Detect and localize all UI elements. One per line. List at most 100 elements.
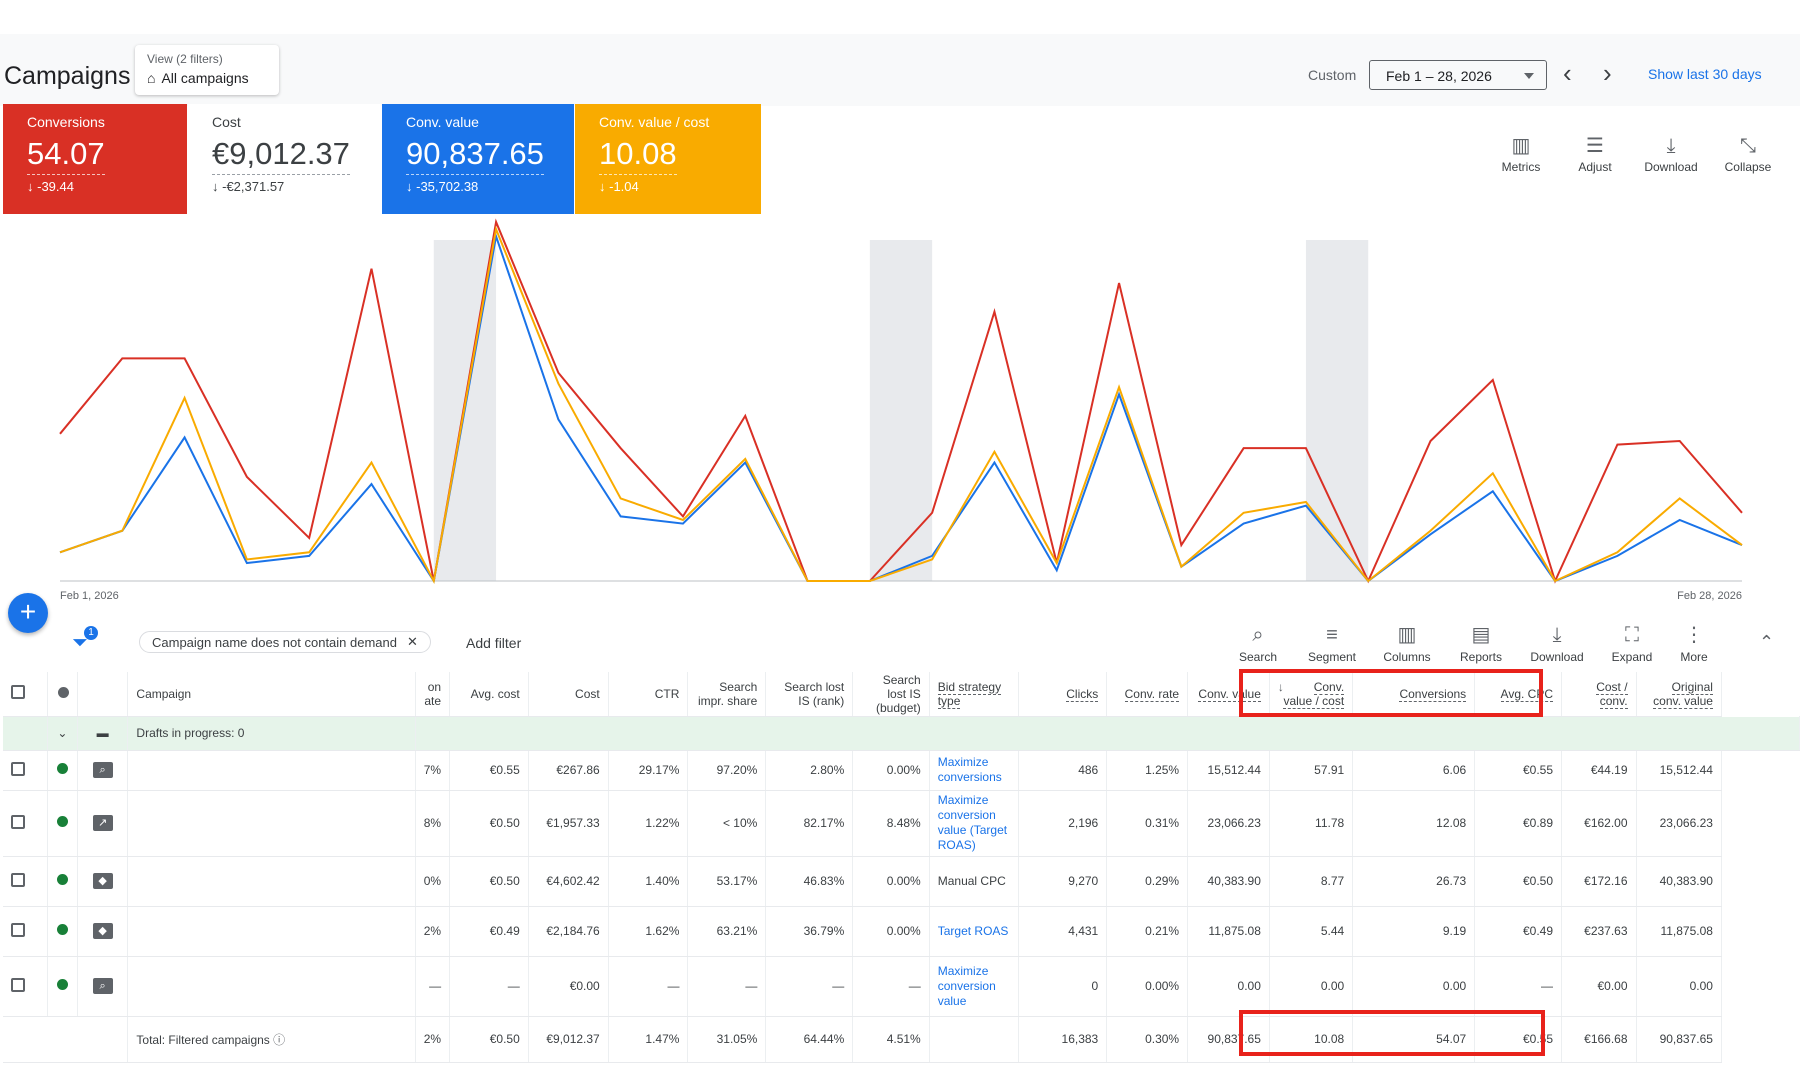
chevron-left-icon[interactable]: ‹	[1563, 58, 1572, 88]
table-cell: €4,602.42	[528, 856, 609, 907]
header-conversions[interactable]: Conversions	[1352, 672, 1476, 717]
table-download-button[interactable]: ⤓ Download	[1519, 624, 1595, 664]
header-avg-cost[interactable]: Avg. cost	[449, 672, 529, 717]
tool-label: Download	[1530, 650, 1584, 664]
table-row[interactable]: ◆ 2% €0.49 €2,184.76 1.62% 63.21% 36.79% 0.00% T…	[3, 906, 1800, 957]
drafts-row[interactable]: ⌄ ▬ Drafts in progress: 0	[3, 716, 1800, 751]
chevron-right-icon[interactable]: ›	[1603, 58, 1612, 88]
table-cell: 0.29%	[1106, 856, 1189, 907]
header-search-impr-share[interactable]: Search impr. share	[687, 672, 767, 717]
metric-label: Conv. value	[406, 114, 479, 130]
header-ctr[interactable]: CTR	[608, 672, 689, 717]
table-cell: 2.80%	[765, 750, 854, 791]
header-search-lost-budget[interactable]: Search lost IS (budget)	[852, 672, 930, 717]
chevron-up-icon[interactable]: ⌃	[1759, 632, 1775, 652]
add-campaign-button[interactable]: +	[8, 593, 48, 633]
metric-delta: -1.04	[609, 179, 639, 194]
columns-button[interactable]: ▥ Columns	[1369, 624, 1445, 664]
campaign-name-cell[interactable]	[127, 750, 416, 791]
header-label: Conv. value	[1198, 686, 1261, 702]
header-campaign[interactable]: Campaign	[127, 672, 416, 717]
metric-delta: -€2,371.57	[222, 179, 285, 194]
segment-button[interactable]: ≡ Segment	[1294, 624, 1370, 664]
table-cell: 11,875.08	[1636, 906, 1722, 957]
chart-download-button[interactable]: ⤓ Download	[1638, 134, 1704, 174]
table-cell: 82.17%	[765, 790, 854, 857]
reports-button[interactable]: ▤ Reports	[1443, 624, 1519, 664]
bid-strategy-cell[interactable]: Maximize conversions	[929, 750, 1019, 791]
view-selector[interactable]: View (2 filters) ⌂ All campaigns	[135, 45, 279, 95]
filter-chip[interactable]: Campaign name does not contain demand ✕	[139, 631, 431, 653]
table-row[interactable]: ↗ 8% €0.50 €1,957.33 1.22% < 10% 82.17% 8.48% Ma…	[3, 790, 1800, 857]
header-search-lost-rank[interactable]: Search lost IS (rank)	[765, 672, 854, 717]
expand-button[interactable]: ⛶ Expand	[1594, 624, 1670, 664]
date-range-select[interactable]: Feb 1 – 28, 2026	[1369, 60, 1547, 90]
bid-strategy-cell[interactable]: Maximize conversion value (Target ROAS)	[929, 790, 1019, 857]
weekend-band	[869, 240, 933, 581]
table-cell: 0.00	[1636, 956, 1722, 1017]
table-row[interactable]: ⌕ — — €0.00— — — — Maximize conversion value 0 0.…	[3, 956, 1800, 1017]
bid-strategy-cell[interactable]: Target ROAS	[929, 906, 1019, 957]
row-checkbox[interactable]	[3, 856, 49, 907]
select-all-checkbox[interactable]	[3, 672, 49, 717]
header-cost[interactable]: Cost	[528, 672, 609, 717]
close-icon[interactable]: ✕	[407, 634, 418, 649]
collapse-button[interactable]: ⤡ Collapse	[1715, 134, 1781, 174]
header-clicks[interactable]: Clicks	[1018, 672, 1108, 717]
table-cell: €2,184.76	[528, 906, 609, 957]
metric-card-conv-value-cost[interactable]: Conv. value / cost 10.08 ↓ -1.04	[575, 104, 761, 214]
table-cell: €267.86	[528, 750, 609, 791]
more-vert-icon: ⋮	[1684, 624, 1704, 646]
line-chart: Feb 1, 2026 Feb 28, 2026	[0, 214, 1800, 608]
chevron-down-icon[interactable]: ⌄	[47, 716, 78, 751]
show-last-30-days-link[interactable]: Show last 30 days	[1648, 66, 1762, 82]
header-bid-strategy[interactable]: Bid strategy type	[929, 672, 1019, 717]
status-enabled-icon	[47, 956, 78, 1017]
total-cell: €0.50	[449, 1016, 529, 1063]
table-cell: €0.55	[1474, 750, 1563, 791]
table-cell: 23,066.23	[1636, 790, 1722, 857]
help-icon[interactable]: ⓘ	[273, 1032, 286, 1047]
table-search-button[interactable]: ⌕ Search	[1220, 624, 1296, 664]
campaign-name-cell[interactable]	[127, 790, 416, 857]
filter-icon[interactable]: ⏷	[72, 632, 88, 654]
table-cell: 2,196	[1018, 790, 1108, 857]
row-checkbox[interactable]	[3, 750, 49, 791]
header-original-conv-value[interactable]: Original conv. value	[1636, 672, 1722, 717]
status-enabled-icon	[47, 750, 78, 791]
header-conv-rate[interactable]: Conv. rate	[1106, 672, 1189, 717]
campaign-name-cell[interactable]	[127, 956, 416, 1017]
row-checkbox[interactable]	[3, 790, 49, 857]
header-conv-value-cost[interactable]: ↓ Conv. value / cost	[1269, 672, 1354, 717]
more-button[interactable]: ⋮ More	[1656, 624, 1732, 664]
tool-label: Segment	[1307, 650, 1357, 664]
page-title: Campaigns	[4, 62, 131, 90]
row-checkbox[interactable]	[3, 956, 49, 1017]
table-cell: —	[687, 956, 767, 1017]
metrics-button[interactable]: ▥ Metrics	[1488, 134, 1554, 174]
header-avg-cpc[interactable]: Avg. CPC	[1474, 672, 1563, 717]
total-cell: 2%	[415, 1016, 451, 1063]
reports-icon: ▤	[1471, 624, 1491, 646]
campaign-name-cell[interactable]	[127, 856, 416, 907]
header-conv-rate-partial[interactable]: on ate	[415, 672, 451, 717]
row-checkbox[interactable]	[3, 906, 49, 957]
table-cell: €0.50	[449, 790, 529, 857]
header-conv-value[interactable]: Conv. value	[1187, 672, 1270, 717]
adjust-button[interactable]: ☰ Adjust	[1562, 134, 1628, 174]
table-row[interactable]: ◆ 0% €0.50 €4,602.42 1.40% 53.17% 46.83% 0.00% M…	[3, 856, 1800, 907]
tool-label: More	[1680, 650, 1708, 664]
bid-strategy-cell[interactable]: Maximize conversion value	[929, 956, 1019, 1017]
metric-card-cost[interactable]: Cost €9,012.37 ↓ -€2,371.57	[188, 104, 381, 214]
campaign-type-tag-icon: ◆	[77, 906, 129, 957]
add-filter-button[interactable]: Add filter	[466, 635, 522, 651]
header-cost-conv[interactable]: Cost / conv.	[1561, 672, 1637, 717]
table-row[interactable]: ⌕ 7% €0.55 €267.86 29.17% 97.20% 2.80% 0.00% Max…	[3, 750, 1800, 791]
campaign-name-cell[interactable]	[127, 906, 416, 957]
metric-card-conversions[interactable]: Conversions 54.07 ↓ -39.44	[3, 104, 187, 214]
expand-icon: ⛶	[1625, 624, 1639, 646]
drafts-label: Drafts in progress: 0	[127, 716, 416, 751]
metric-card-conv-value[interactable]: Conv. value 90,837.65 ↓ -35,702.38	[382, 104, 574, 214]
date-range-value: Feb 1 – 28, 2026	[1386, 68, 1492, 84]
sliders-icon: ☰	[1586, 135, 1604, 157]
